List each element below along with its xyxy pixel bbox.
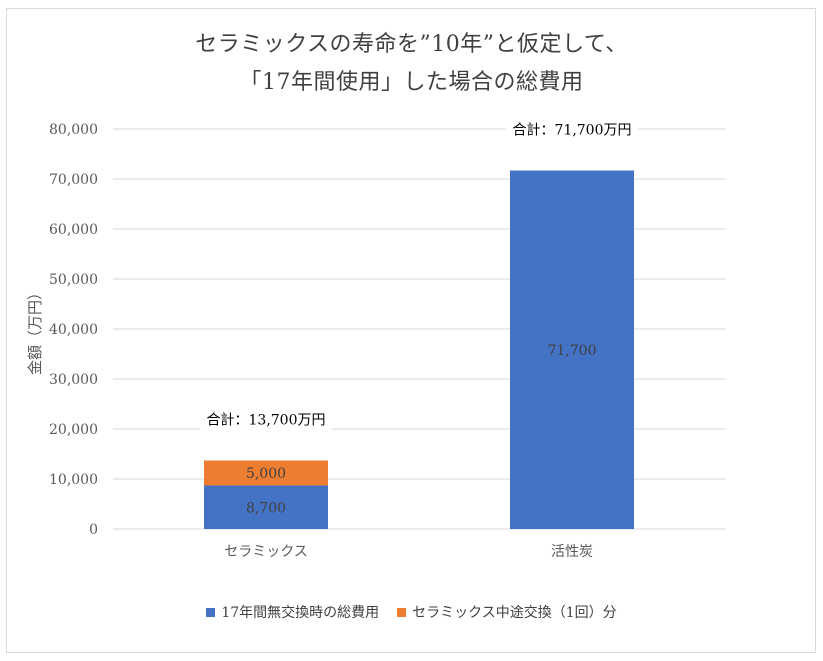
data-labels: 8,700 5,000 合計：13,700万円 71,700 合計：71,700万円 bbox=[200, 118, 638, 516]
y-tick-label: 80,000 bbox=[49, 122, 98, 138]
legend-label-series-2: セラミックス中途交換（1回）分 bbox=[412, 605, 617, 621]
chart-title: セラミックスの寿命を”10年”と仮定して、 bbox=[195, 32, 628, 57]
y-tick-label: 30,000 bbox=[49, 372, 98, 388]
y-tick-label: 20,000 bbox=[49, 422, 98, 438]
total-annotation: 合計：13,700万円 bbox=[207, 413, 326, 429]
legend-swatch-blue bbox=[206, 607, 216, 617]
x-tick-label: 活性炭 bbox=[551, 544, 593, 560]
bars bbox=[204, 170, 634, 529]
y-tick-label: 60,000 bbox=[49, 222, 98, 238]
bar-segment bbox=[204, 460, 328, 486]
y-tick-label: 40,000 bbox=[49, 322, 98, 338]
bar-data-label: 8,700 bbox=[246, 500, 286, 516]
chart-subtitle: 「17年間使用」した場合の総費用 bbox=[239, 70, 584, 95]
x-tick-label: セラミックス bbox=[224, 544, 308, 560]
legend-item-series-2: セラミックス中途交換（1回）分 bbox=[397, 602, 617, 622]
y-tick-label: 50,000 bbox=[49, 272, 98, 288]
y-tick-label: 10,000 bbox=[49, 472, 98, 488]
bar-segment bbox=[204, 485, 328, 529]
chart-legend: 17年間無交換時の総費用 セラミックス中途交換（1回）分 bbox=[0, 602, 823, 622]
y-tick-label: 0 bbox=[89, 522, 98, 538]
y-axis-label: 金額（万円） bbox=[26, 285, 44, 375]
bar-segment bbox=[510, 170, 634, 529]
legend-item-series-1: 17年間無交換時の総費用 bbox=[206, 602, 379, 622]
y-axis-tick-labels: 0 10,000 20,000 30,000 40,000 50,000 60,000 70,… bbox=[49, 122, 98, 538]
chart-frame bbox=[6, 8, 816, 653]
legend-label-series-1: 17年間無交換時の総費用 bbox=[221, 605, 380, 621]
legend-swatch-orange bbox=[397, 607, 407, 617]
y-tick-label: 70,000 bbox=[49, 172, 98, 188]
total-label-background bbox=[200, 408, 332, 431]
bar-data-label: 71,700 bbox=[548, 343, 597, 359]
total-annotation: 合計：71,700万円 bbox=[513, 123, 632, 139]
total-label-background bbox=[506, 118, 638, 141]
x-axis-tick-labels: セラミックス 活性炭 bbox=[224, 544, 593, 560]
bar-data-label: 5,000 bbox=[246, 466, 286, 482]
